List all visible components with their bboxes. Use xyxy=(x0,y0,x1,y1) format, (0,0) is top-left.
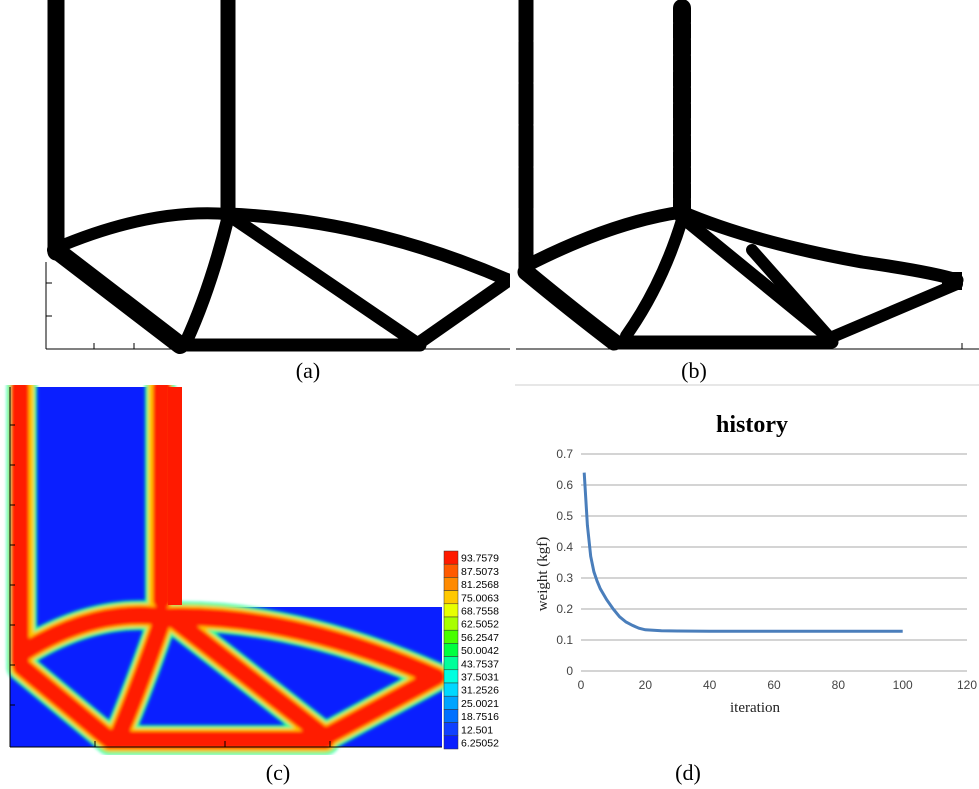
legend-swatch xyxy=(443,735,459,750)
legend-label: 43.7537 xyxy=(461,658,499,670)
legend-swatch xyxy=(443,669,459,684)
panel-a-topology xyxy=(40,0,510,355)
legend-swatch xyxy=(443,722,459,737)
legend-label: 81.2568 xyxy=(461,579,499,591)
x-tick-label: 60 xyxy=(767,678,781,692)
caption-d: (d) xyxy=(675,760,701,785)
legend-swatch xyxy=(443,695,459,710)
chart-gridlines xyxy=(581,453,967,672)
legend-label: 87.5073 xyxy=(461,566,499,578)
panel-b-topology xyxy=(512,0,979,355)
y-tick-label: 0.7 xyxy=(556,447,573,461)
y-tick-label: 0.4 xyxy=(556,540,573,554)
legend-label: 25.0021 xyxy=(461,698,499,710)
x-tick-label: 20 xyxy=(639,678,653,692)
x-tick-label: 0 xyxy=(578,678,585,692)
legend-swatch xyxy=(443,629,459,644)
legend-swatch xyxy=(443,563,459,578)
chart-title: history xyxy=(716,412,788,438)
legend-label: 31.2526 xyxy=(461,685,499,697)
legend-label: 93.7579 xyxy=(461,553,499,565)
legend-label: 18.7516 xyxy=(461,711,499,723)
legend-swatch xyxy=(443,656,459,671)
history-chart: history 0 0.1 0.2 0.3 0.4 0.5 0.6 0.7 0 20 40 60 80… xyxy=(515,384,979,716)
x-tick-label: 120 xyxy=(957,678,977,692)
x-axis-label: iteration xyxy=(730,700,780,716)
y-tick-label: 0.5 xyxy=(556,509,573,523)
legend-label: 68.7558 xyxy=(461,606,499,618)
y-tick-label: 0 xyxy=(566,664,573,678)
y-tick-labels: 0 0.1 0.2 0.3 0.4 0.5 0.6 0.7 xyxy=(556,447,573,678)
caption-c: (c) xyxy=(265,760,291,785)
legend-swatch xyxy=(443,550,459,565)
panel-d-chart: history 0 0.1 0.2 0.3 0.4 0.5 0.6 0.7 0 20 40 60 80… xyxy=(515,384,979,759)
legend-swatch xyxy=(443,709,459,723)
panel-c-contour: 93.7579 87.5073 81.2568 75.0063 68.7558 62.50… xyxy=(0,385,510,755)
legend-label: 62.5052 xyxy=(461,619,499,631)
legend-swatch xyxy=(443,643,459,657)
legend-swatch xyxy=(443,603,459,618)
legend-label: 50.0042 xyxy=(461,645,499,657)
y-tick-label: 0.6 xyxy=(556,478,573,492)
y-axis-label: weight (kgf) xyxy=(535,537,551,612)
legend-swatch xyxy=(443,682,459,697)
panel-a-figure xyxy=(45,0,510,354)
caption-a: (a) xyxy=(295,358,321,383)
legend-swatch xyxy=(443,616,459,631)
caption-b: (b) xyxy=(681,358,707,383)
x-tick-labels: 0 20 40 60 80 100 120 xyxy=(578,678,978,692)
x-tick-label: 80 xyxy=(832,678,846,692)
x-tick-label: 40 xyxy=(703,678,717,692)
legend-label: 37.5031 xyxy=(461,672,499,684)
legend-swatch xyxy=(443,590,459,605)
legend-label: 6.25052 xyxy=(461,738,499,750)
legend-swatch xyxy=(443,577,459,591)
x-tick-label: 100 xyxy=(893,678,913,692)
legend-label: 12.501 xyxy=(461,724,493,736)
y-tick-label: 0.3 xyxy=(556,571,573,585)
legend-label: 56.2547 xyxy=(461,632,499,644)
y-tick-label: 0.2 xyxy=(556,602,573,616)
weight-series-line xyxy=(582,472,903,633)
legend-label: 75.0063 xyxy=(461,592,499,604)
panel-b-figure xyxy=(516,0,979,351)
y-tick-label: 0.1 xyxy=(556,633,573,647)
